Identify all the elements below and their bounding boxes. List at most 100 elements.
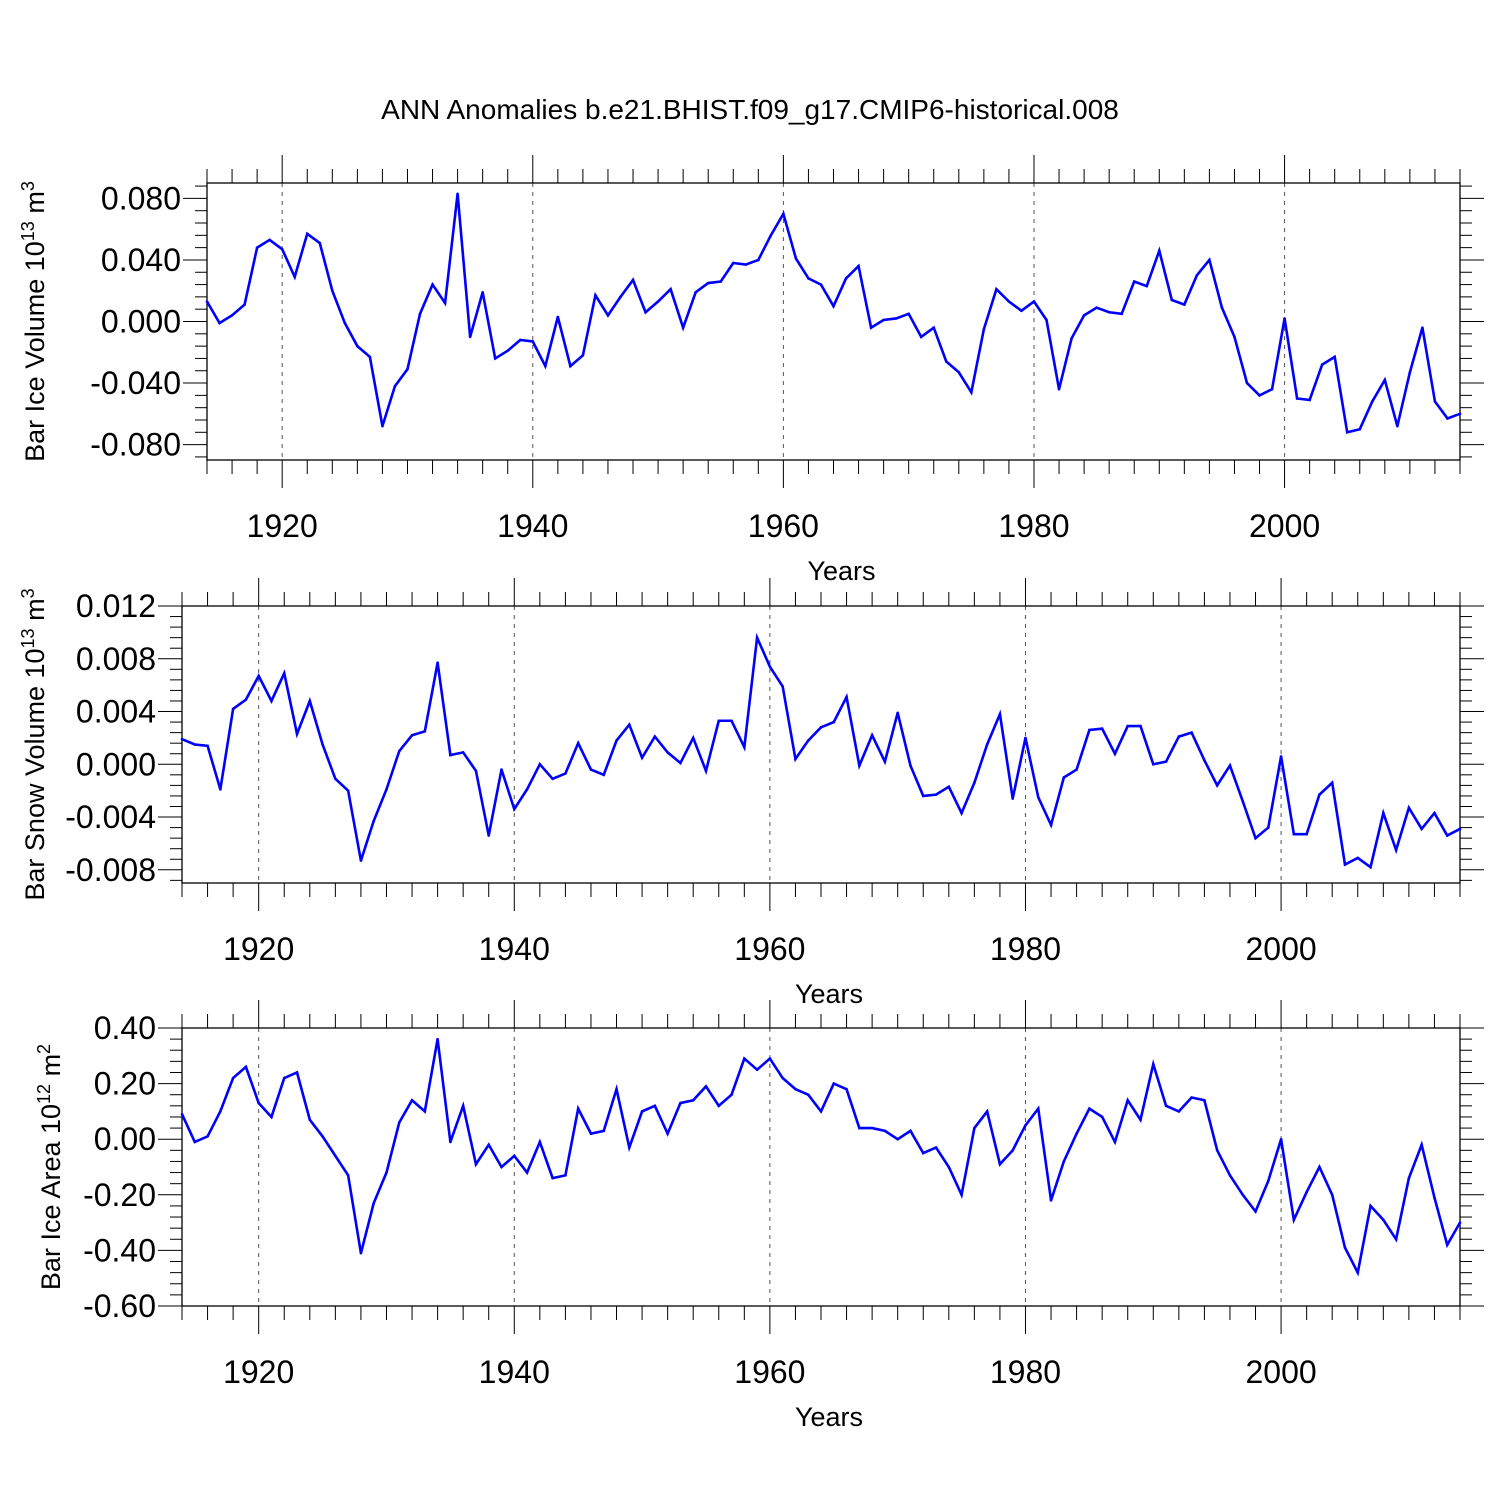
y-axis-label-unit: m [20,191,50,221]
data-point [857,264,860,268]
data-point [1267,826,1270,829]
data-point [219,788,222,791]
data-point [308,1118,312,1122]
data-point [1020,309,1023,313]
data-point [1433,1196,1436,1199]
data-point [656,300,660,303]
data-point [1113,752,1117,756]
data-point [1215,784,1219,787]
data-point [569,364,572,368]
data-point [231,1076,235,1080]
y-axis-label-unit-exponent: 3 [18,588,38,598]
x-tick-label: 1920 [247,508,318,544]
y-tick-label: 0.000 [76,746,156,782]
data-point [1082,314,1086,317]
data-point [768,1057,772,1060]
data-point [1036,1107,1040,1110]
data-point [270,699,273,703]
data-point [282,671,286,675]
data-point [845,695,848,699]
data-point [1024,1124,1027,1127]
data-point [1215,1149,1219,1152]
data-point [845,1087,848,1091]
data-point [218,321,221,325]
data-point [1032,300,1036,303]
data-point [653,735,657,738]
y-tick-label: -0.20 [83,1177,156,1213]
data-point [832,720,836,724]
data-point [869,326,873,329]
data-point [244,1065,248,1069]
y-axis-label-unit-exponent: 3 [18,181,38,191]
y-axis-label-exponent: 12 [34,1084,54,1104]
data-point [730,1093,733,1097]
data-point [410,733,414,737]
y-tick-label: 0.00 [94,1121,156,1157]
data-point [615,1087,618,1091]
data-point [423,730,427,733]
data-point [219,1110,222,1113]
data-point [1164,760,1168,763]
data-point [564,772,567,775]
data-point [206,1135,209,1138]
data-point [717,1104,721,1108]
data-point [896,1137,899,1141]
data-point [679,1101,682,1105]
data-point [982,327,986,331]
data-point [443,301,447,305]
figure-title: ANN Anomalies b.e21.BHIST.f09_g17.CMIP6-… [381,94,1119,125]
data-point [819,726,823,729]
data-point [602,1129,606,1133]
x-tick-label: 2000 [1249,508,1320,544]
data-point [356,344,359,348]
data-point [1254,1210,1257,1213]
data-point [1228,764,1232,767]
data-point [832,1082,836,1085]
data-point [628,723,631,727]
data-point [410,1098,414,1102]
y-tick-label: -0.60 [83,1288,156,1324]
data-point [493,357,497,360]
x-tick-label: 1940 [497,508,568,544]
data-point [730,719,733,723]
data-point [1358,427,1362,431]
data-point [1228,1174,1232,1177]
data-point [944,360,948,363]
data-point [406,367,409,371]
data-point [456,192,459,196]
data-point [755,1068,759,1071]
data-point [768,665,772,668]
data-point [334,1154,337,1158]
data-point [525,1171,529,1174]
data-point [481,290,484,294]
data-point [397,749,401,753]
data-point [985,743,989,746]
x-tick-label: 1980 [990,931,1061,967]
data-point [280,247,284,251]
y-tick-label: -0.004 [65,799,156,835]
data-point [1433,400,1437,403]
data-point [1241,799,1245,803]
data-point [538,1140,542,1144]
data-point [973,1126,976,1130]
data-point [346,789,350,792]
x-tick-label: 1960 [734,1354,805,1390]
data-point [512,807,516,811]
data-point [487,834,491,837]
data-point [1113,1140,1117,1144]
data-point [359,859,363,862]
data-point [449,1140,452,1144]
data-point [919,335,923,339]
data-point [385,788,388,791]
data-point [640,756,644,759]
data-point [743,745,746,749]
data-point [1132,280,1136,283]
data-point [1445,834,1449,837]
data-point [1408,370,1412,374]
data-point [1100,1115,1104,1119]
data-point [1407,1176,1411,1180]
data-point [1320,363,1324,366]
data-point [372,819,376,823]
y-axis-label-text: Bar Snow Volume 10 [20,648,50,900]
data-point [894,317,898,320]
